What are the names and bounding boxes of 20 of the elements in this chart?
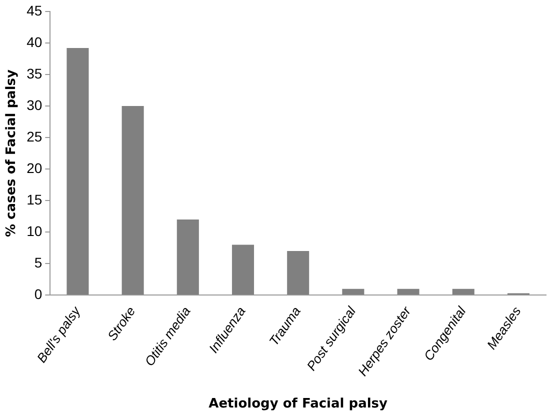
bar: [452, 288, 474, 295]
y-axis-title: % cases of Facial palsy: [4, 69, 20, 238]
bar: [397, 288, 420, 295]
y-tick-label: 15: [26, 191, 42, 208]
y-tick-label: 10: [26, 222, 42, 239]
y-tick-label: 30: [26, 96, 42, 113]
bar: [122, 106, 144, 295]
bar: [342, 288, 364, 295]
y-tick-label: 20: [26, 160, 42, 176]
bar: [287, 251, 310, 295]
y-tick-label: 35: [26, 65, 42, 82]
y-tick-label: 25: [26, 128, 42, 144]
bar: [66, 48, 89, 295]
x-axis-title: Aetiology of Facial palsy: [208, 396, 388, 412]
y-tick-label: 0: [34, 286, 42, 302]
bar: [232, 244, 254, 295]
bar: [176, 219, 199, 295]
y-tick-label: 45: [26, 2, 42, 18]
y-tick-label: 40: [26, 34, 42, 50]
y-tick-label: 5: [34, 254, 42, 270]
